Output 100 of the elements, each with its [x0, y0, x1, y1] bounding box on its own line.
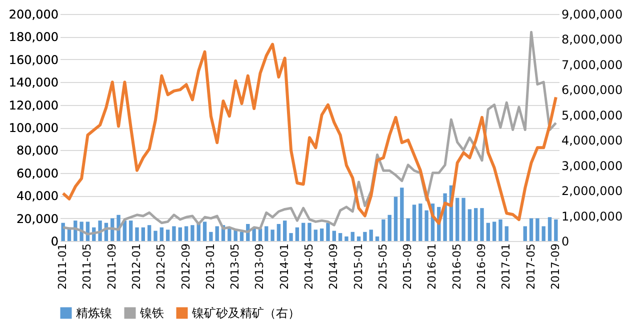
bar — [135, 227, 139, 241]
bar — [61, 222, 65, 241]
bar — [240, 232, 244, 241]
bar — [492, 222, 496, 241]
x-tick-label: 2014-05 — [302, 244, 316, 290]
bar — [301, 222, 306, 241]
x-tick-label: 2017-05 — [524, 244, 538, 290]
bar — [388, 214, 392, 241]
x-tick-label: 2012-01 — [130, 244, 144, 290]
bar — [350, 232, 354, 241]
bar — [166, 230, 170, 241]
bar — [283, 220, 287, 241]
x-tick-label: 2012-09 — [179, 244, 192, 290]
y-tick-label: 20,000 — [16, 212, 58, 226]
legend-label: 精炼镍 — [76, 306, 112, 320]
bar — [456, 198, 460, 241]
x-tick-label: 2014-09 — [327, 244, 340, 290]
y2-tick-label: 5,000,000 — [562, 108, 623, 122]
y-tick-label: 200,000 — [8, 8, 58, 22]
y2-tick-label: 9,000,000 — [562, 8, 623, 22]
bar — [172, 226, 176, 241]
x-tick-label: 2014-01 — [278, 244, 291, 290]
x-tick-label: 2017-01 — [500, 244, 513, 290]
bar — [289, 233, 293, 241]
x-tick-label: 2011-05 — [80, 244, 94, 290]
x-tick-label: 2013-09 — [253, 244, 266, 290]
bar — [190, 225, 194, 241]
legend-label: 镍铁 — [139, 306, 164, 320]
y2-tick-label: 7,000,000 — [562, 58, 623, 72]
bar — [141, 227, 146, 241]
bar — [486, 222, 490, 241]
bar — [129, 220, 133, 241]
bar — [332, 230, 336, 241]
bar — [160, 227, 164, 241]
bar — [184, 226, 188, 241]
x-tick-label: 2015-05 — [376, 244, 390, 290]
bar — [209, 232, 213, 241]
bar — [542, 226, 546, 241]
bar — [480, 208, 484, 241]
bar — [523, 226, 527, 241]
bar — [326, 222, 330, 241]
y2-tick-label: 3,000,000 — [562, 158, 623, 173]
legend-label: 镍矿砂及精矿（右） — [191, 306, 300, 320]
bar — [276, 224, 281, 241]
bar — [270, 230, 274, 241]
x-tick-label: 2017-09 — [548, 244, 562, 290]
bar — [375, 236, 380, 241]
bar — [308, 222, 312, 241]
bar — [418, 204, 422, 241]
bar — [369, 230, 373, 241]
y2-tick-label: 0 — [562, 234, 570, 248]
bar — [178, 227, 182, 241]
bar — [202, 222, 207, 241]
x-tick-label: 2012-05 — [154, 244, 168, 290]
y2-tick-label: 6,000,000 — [562, 83, 623, 98]
bar — [536, 218, 540, 241]
bar — [154, 230, 158, 241]
bar — [406, 218, 410, 241]
y-tick-label: 40,000 — [16, 189, 58, 204]
y-tick-label: 180,000 — [8, 30, 58, 44]
y-tick-label: 140,000 — [8, 76, 58, 90]
y2-tick-label: 1,000,000 — [562, 209, 623, 224]
bar — [424, 210, 428, 241]
y-tick-label: 0 — [50, 234, 58, 248]
bar — [529, 218, 534, 241]
bar — [462, 198, 466, 241]
bar — [295, 227, 300, 241]
y2-tick-label: 2,000,000 — [562, 184, 623, 198]
bar — [344, 236, 348, 241]
bar — [215, 226, 219, 241]
x-tick-label: 2016-09 — [474, 244, 488, 290]
y-tick-label: 120,000 — [8, 98, 58, 112]
bar — [320, 228, 324, 241]
bar — [382, 219, 386, 241]
bar — [554, 219, 558, 241]
y-tick-label: 160,000 — [8, 52, 58, 67]
x-tick-label: 2016-01 — [426, 244, 439, 290]
bar — [147, 225, 152, 241]
bar — [338, 233, 342, 241]
x-tick-label: 2011-01 — [56, 244, 70, 290]
y-tick-label: 60,000 — [16, 166, 58, 180]
x-tick-label: 2013-05 — [228, 244, 242, 290]
y2-tick-label: 4,000,000 — [562, 134, 623, 148]
bar — [363, 232, 367, 241]
bar — [474, 208, 478, 241]
y-tick-label: 80,000 — [16, 144, 58, 158]
x-tick-label: 2011-09 — [105, 244, 118, 290]
bar — [504, 226, 508, 241]
bar — [394, 196, 398, 241]
y-tick-label: 100,000 — [8, 121, 58, 135]
bar — [412, 204, 416, 241]
x-tick-label: 2015-09 — [401, 244, 414, 290]
bar — [498, 219, 502, 241]
bar — [264, 226, 268, 241]
bar — [468, 209, 472, 241]
y2-tick-label: 8,000,000 — [562, 32, 623, 47]
x-tick-label: 2015-01 — [352, 244, 365, 290]
x-tick-label: 2013-01 — [204, 244, 217, 290]
x-tick-label: 2016-05 — [450, 244, 464, 290]
bar — [548, 217, 552, 241]
